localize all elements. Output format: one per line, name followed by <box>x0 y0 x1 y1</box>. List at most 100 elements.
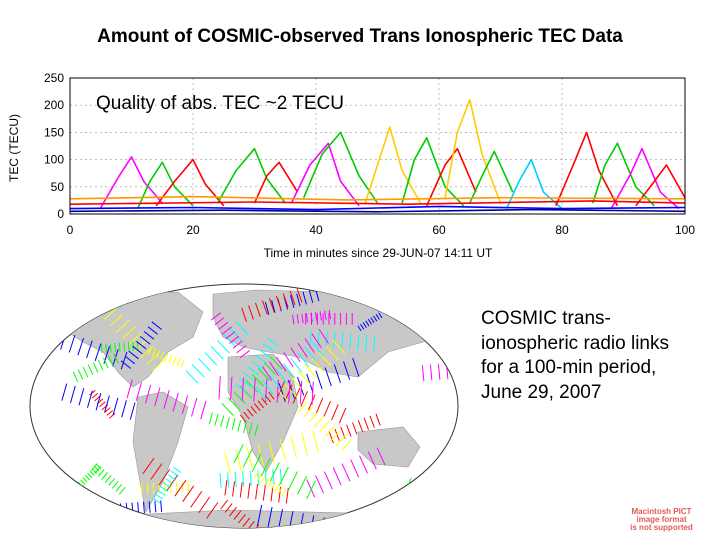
radio-link-segment <box>288 471 298 490</box>
radio-link-segment <box>341 463 351 482</box>
x-tick-label: 100 <box>675 223 695 237</box>
radio-link-segment <box>214 317 225 326</box>
radio-link-segment <box>260 457 271 477</box>
radio-link-segment <box>267 480 273 488</box>
radio-link-segment <box>223 334 237 348</box>
radio-link-segment <box>297 475 308 495</box>
radio-link-segment <box>91 468 98 474</box>
radio-link-segment <box>333 332 336 349</box>
radio-link-segment <box>160 500 163 512</box>
radio-link-segment <box>229 335 240 344</box>
radio-link-segment <box>128 350 139 360</box>
radio-link-segment <box>82 477 88 483</box>
radio-link-segment <box>224 503 233 513</box>
radio-link-segment <box>363 417 369 430</box>
radio-link-segment <box>255 484 259 500</box>
radio-link-segment <box>198 496 211 514</box>
radio-link-segment <box>261 379 274 395</box>
radio-link-fan <box>292 309 331 325</box>
radio-link-fan <box>210 312 251 358</box>
radio-link-segment <box>324 367 332 387</box>
series-line-peak-p <box>610 147 680 210</box>
radio-link-segment <box>182 485 195 502</box>
radio-link-segment <box>297 376 305 396</box>
radio-link-segment <box>268 391 275 400</box>
radio-link-segment <box>443 493 451 510</box>
radio-link-segment <box>243 372 256 381</box>
radio-link-segment <box>262 343 275 353</box>
continent-australia <box>357 426 421 468</box>
radio-link-segment <box>230 376 233 401</box>
radio-link-segment <box>51 329 59 347</box>
radio-link-segment <box>269 462 280 481</box>
radio-link-segment <box>124 355 136 365</box>
radio-link-segment <box>269 356 283 370</box>
radio-link-segment <box>236 322 249 336</box>
radio-link-segment <box>101 472 108 480</box>
radio-link-segment <box>227 397 240 411</box>
radio-link-segment <box>248 422 253 435</box>
radio-link-segment <box>306 479 316 498</box>
radio-link-segment <box>217 340 230 354</box>
series-line-peak-n <box>555 131 619 207</box>
radio-link-segment <box>300 391 308 407</box>
radio-link-segment <box>276 368 288 384</box>
radio-link-segment <box>136 340 147 350</box>
radio-link-segment <box>249 470 252 487</box>
radio-link-segment <box>200 400 207 420</box>
radio-link-segment <box>96 464 102 470</box>
radio-link-segment <box>232 481 235 497</box>
radio-link-segment <box>139 336 151 345</box>
map-caption: COSMIC trans-ionospheric radio links for… <box>481 308 669 403</box>
radio-link-segment <box>258 349 271 358</box>
chart-series-group <box>69 98 686 213</box>
radio-link-fan <box>147 346 185 369</box>
radio-link-segment <box>429 364 433 381</box>
series-line-peak-k <box>444 98 502 204</box>
series-line-baseline-c <box>69 200 686 205</box>
radio-link-segment <box>304 346 317 362</box>
radio-link-segment <box>123 342 125 352</box>
radio-link-segment <box>126 292 132 298</box>
radio-link-fan <box>224 480 289 504</box>
radio-link-segment <box>360 323 365 330</box>
radio-link-fan <box>120 321 162 369</box>
radio-link-segment <box>239 349 251 358</box>
radio-link-segment <box>172 356 177 365</box>
radio-link-segment <box>257 400 264 409</box>
radio-link-segment <box>357 420 364 433</box>
radio-link-segment <box>330 519 336 528</box>
radio-link-segment <box>261 366 273 381</box>
radio-link-segment <box>246 408 254 417</box>
x-tick-label: 80 <box>555 223 569 237</box>
radio-link-segment <box>72 371 79 383</box>
radio-link-segment <box>220 415 225 428</box>
radio-link-segment <box>357 334 360 351</box>
radio-link-segment <box>157 489 166 496</box>
radio-link-segment <box>253 471 259 479</box>
radio-link-segment <box>108 355 114 366</box>
radio-link-segment <box>306 480 317 499</box>
radio-link-segment <box>68 334 76 353</box>
radio-link-segment <box>257 504 263 526</box>
radio-link-segment <box>92 362 99 373</box>
radio-link-segment <box>80 479 86 485</box>
radio-link-segment <box>118 486 126 495</box>
series-line-peak-o <box>592 142 655 207</box>
radio-link-segment <box>325 345 339 361</box>
series-line-peak-f <box>290 142 360 207</box>
radio-link-segment <box>82 366 89 378</box>
radio-link-segment <box>129 402 136 420</box>
radio-link-segment <box>277 381 285 397</box>
radio-link-segment <box>350 459 360 478</box>
radio-link-segment <box>127 342 130 352</box>
radio-link-segment <box>152 358 166 372</box>
radio-link-segment <box>234 471 237 488</box>
radio-link-segment <box>237 419 242 432</box>
radio-link-segment <box>251 373 265 387</box>
radio-link-segment <box>267 506 273 528</box>
unsupported-image-note: Macintosh PICT image format is not suppo… <box>604 508 719 532</box>
radio-link-segment <box>97 359 104 371</box>
radio-link-segment <box>284 384 293 401</box>
y-tick-label: 0 <box>57 207 64 221</box>
